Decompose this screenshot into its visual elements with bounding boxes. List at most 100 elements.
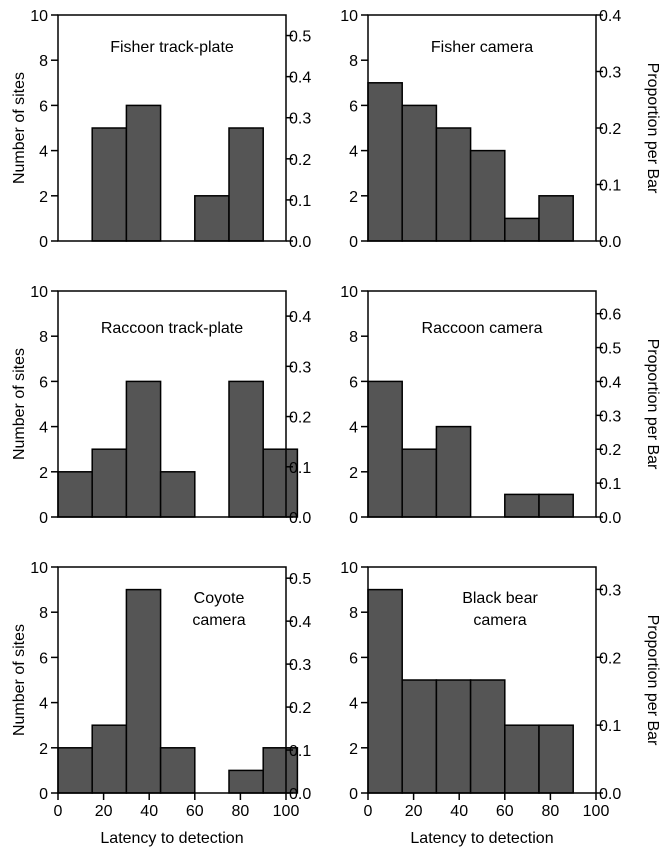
x-tick-label: 100 xyxy=(273,803,300,820)
y-tick-label: 8 xyxy=(39,605,48,622)
histogram-panel-1: 0 2 4 6 8 10 0.0 0.1 0.2 0.3 0.4 0.5 Fisher track-pl… xyxy=(11,8,311,251)
y-tick-label: 10 xyxy=(30,284,48,301)
histogram-bar xyxy=(57,747,93,794)
y-tick-label: 0 xyxy=(349,510,358,527)
y2-tick-label: 0.4 xyxy=(599,8,621,25)
y-tick-label: 2 xyxy=(39,741,48,758)
y-tick-label: 2 xyxy=(39,465,48,482)
y-tick-label: 2 xyxy=(349,189,358,206)
y2-tick-label: 0.6 xyxy=(599,307,621,324)
histogram-bar xyxy=(504,724,540,794)
histogram-bar xyxy=(228,127,264,242)
y-tick-label: 6 xyxy=(39,98,48,115)
y-axis-label: Number of sites xyxy=(11,348,28,460)
histogram-bar xyxy=(57,471,93,518)
x-axis-label: Latency to detection xyxy=(410,830,553,847)
histogram-bar xyxy=(367,588,403,794)
panel-title: Fisher track-plate xyxy=(110,39,234,56)
x-axis-label: Latency to detection xyxy=(100,830,243,847)
histogram-bar xyxy=(401,104,438,242)
histogram-panel-2: 0 2 4 6 8 10 0.0 0.1 0.2 0.3 0.4 Fisher camera Propo… xyxy=(340,8,661,251)
x-tick-label: 20 xyxy=(405,803,423,820)
y2-tick-label: 0.3 xyxy=(599,65,621,82)
y-tick-label: 6 xyxy=(39,650,48,667)
y-tick-label: 4 xyxy=(349,420,358,437)
y-tick-label: 4 xyxy=(349,696,358,713)
histogram-bar xyxy=(91,448,128,518)
y-tick-label: 6 xyxy=(349,98,358,115)
histogram-bar xyxy=(538,195,574,242)
histogram-bar xyxy=(367,380,403,518)
y2-tick-label: 0.1 xyxy=(599,718,621,735)
y2-axis-label: Proportion per Bar xyxy=(644,339,661,470)
y-tick-label: 8 xyxy=(39,53,48,70)
y2-tick-label: 0.0 xyxy=(599,786,621,803)
y2-tick-label: 0.4 xyxy=(289,309,311,326)
histogram-bar xyxy=(538,493,574,518)
y2-tick-label: 0.1 xyxy=(599,476,621,493)
x-tick-label: 20 xyxy=(95,803,113,820)
panel-title: camera xyxy=(473,612,526,629)
histogram-bar xyxy=(159,471,196,518)
y-tick-label: 10 xyxy=(30,560,48,577)
histogram-bar xyxy=(469,149,506,242)
y-tick-label: 0 xyxy=(349,234,358,251)
panel-title: Fisher camera xyxy=(431,39,533,56)
y2-axis-label: Proportion per Bar xyxy=(644,615,661,746)
histogram-bar xyxy=(91,127,128,242)
plot-frame xyxy=(57,566,287,794)
histogram-panel-4: 0 2 4 6 8 10 0.0 0.1 0.2 0.3 0.4 0.5 0.6 Raccoon came… xyxy=(340,284,661,527)
y2-tick-label: 0.0 xyxy=(289,786,311,803)
y-tick-label: 8 xyxy=(349,329,358,346)
y2-tick-label: 0.5 xyxy=(289,29,311,46)
y-tick-label: 0 xyxy=(349,786,358,803)
y-tick-label: 10 xyxy=(30,8,48,25)
y-axis-label: Number of sites xyxy=(11,72,28,184)
y-tick-label: 8 xyxy=(349,53,358,70)
histogram-bar xyxy=(228,380,264,518)
panel-title: Raccoon track-plate xyxy=(101,320,243,337)
x-tick-label: 0 xyxy=(364,803,373,820)
panel-title: Raccoon camera xyxy=(422,320,543,337)
y2-tick-label: 0.3 xyxy=(289,359,311,376)
histogram-panel-6: 0 2 4 6 8 10 0.0 0.1 0.2 0.3 0 20 40 60 80 100 Black bea… xyxy=(340,560,661,847)
y-tick-label: 4 xyxy=(39,420,48,437)
histogram-bar xyxy=(262,448,299,518)
histogram-bar xyxy=(435,679,472,794)
x-tick-label: 40 xyxy=(140,803,158,820)
y2-tick-label: 0.2 xyxy=(599,121,621,138)
y2-tick-label: 0.2 xyxy=(599,650,621,667)
y-tick-label: 8 xyxy=(39,329,48,346)
plot-frame xyxy=(367,566,597,794)
histogram-bar xyxy=(401,448,438,518)
histogram-bar xyxy=(469,679,506,794)
y2-tick-label: 0.4 xyxy=(599,374,621,391)
histogram-bar xyxy=(125,588,162,794)
y2-tick-label: 0.1 xyxy=(289,193,311,210)
histogram-bar xyxy=(159,747,196,794)
panel-title: camera xyxy=(192,612,245,629)
histogram-bar xyxy=(228,769,264,794)
y2-tick-label: 0.4 xyxy=(289,614,311,631)
y2-tick-label: 0.3 xyxy=(599,408,621,425)
y2-tick-label: 0.0 xyxy=(289,234,311,251)
x-tick-label: 60 xyxy=(496,803,514,820)
plot-frame xyxy=(57,14,287,242)
y2-tick-label: 0.3 xyxy=(289,111,311,128)
y2-tick-label: 0.0 xyxy=(599,510,621,527)
histogram-bar xyxy=(262,747,299,794)
y-tick-label: 2 xyxy=(39,189,48,206)
y-tick-label: 4 xyxy=(349,144,358,161)
y-tick-label: 0 xyxy=(39,786,48,803)
x-tick-label: 80 xyxy=(542,803,560,820)
y-tick-label: 0 xyxy=(39,510,48,527)
y2-tick-label: 0.2 xyxy=(289,700,311,717)
histogram-bar xyxy=(435,425,472,518)
y2-tick-label: 0.3 xyxy=(289,657,311,674)
panel-title: Coyote xyxy=(194,590,245,607)
histogram-bar xyxy=(538,724,574,794)
y2-tick-label: 0.1 xyxy=(599,178,621,195)
y-tick-label: 2 xyxy=(349,465,358,482)
histogram-bar xyxy=(401,679,438,794)
